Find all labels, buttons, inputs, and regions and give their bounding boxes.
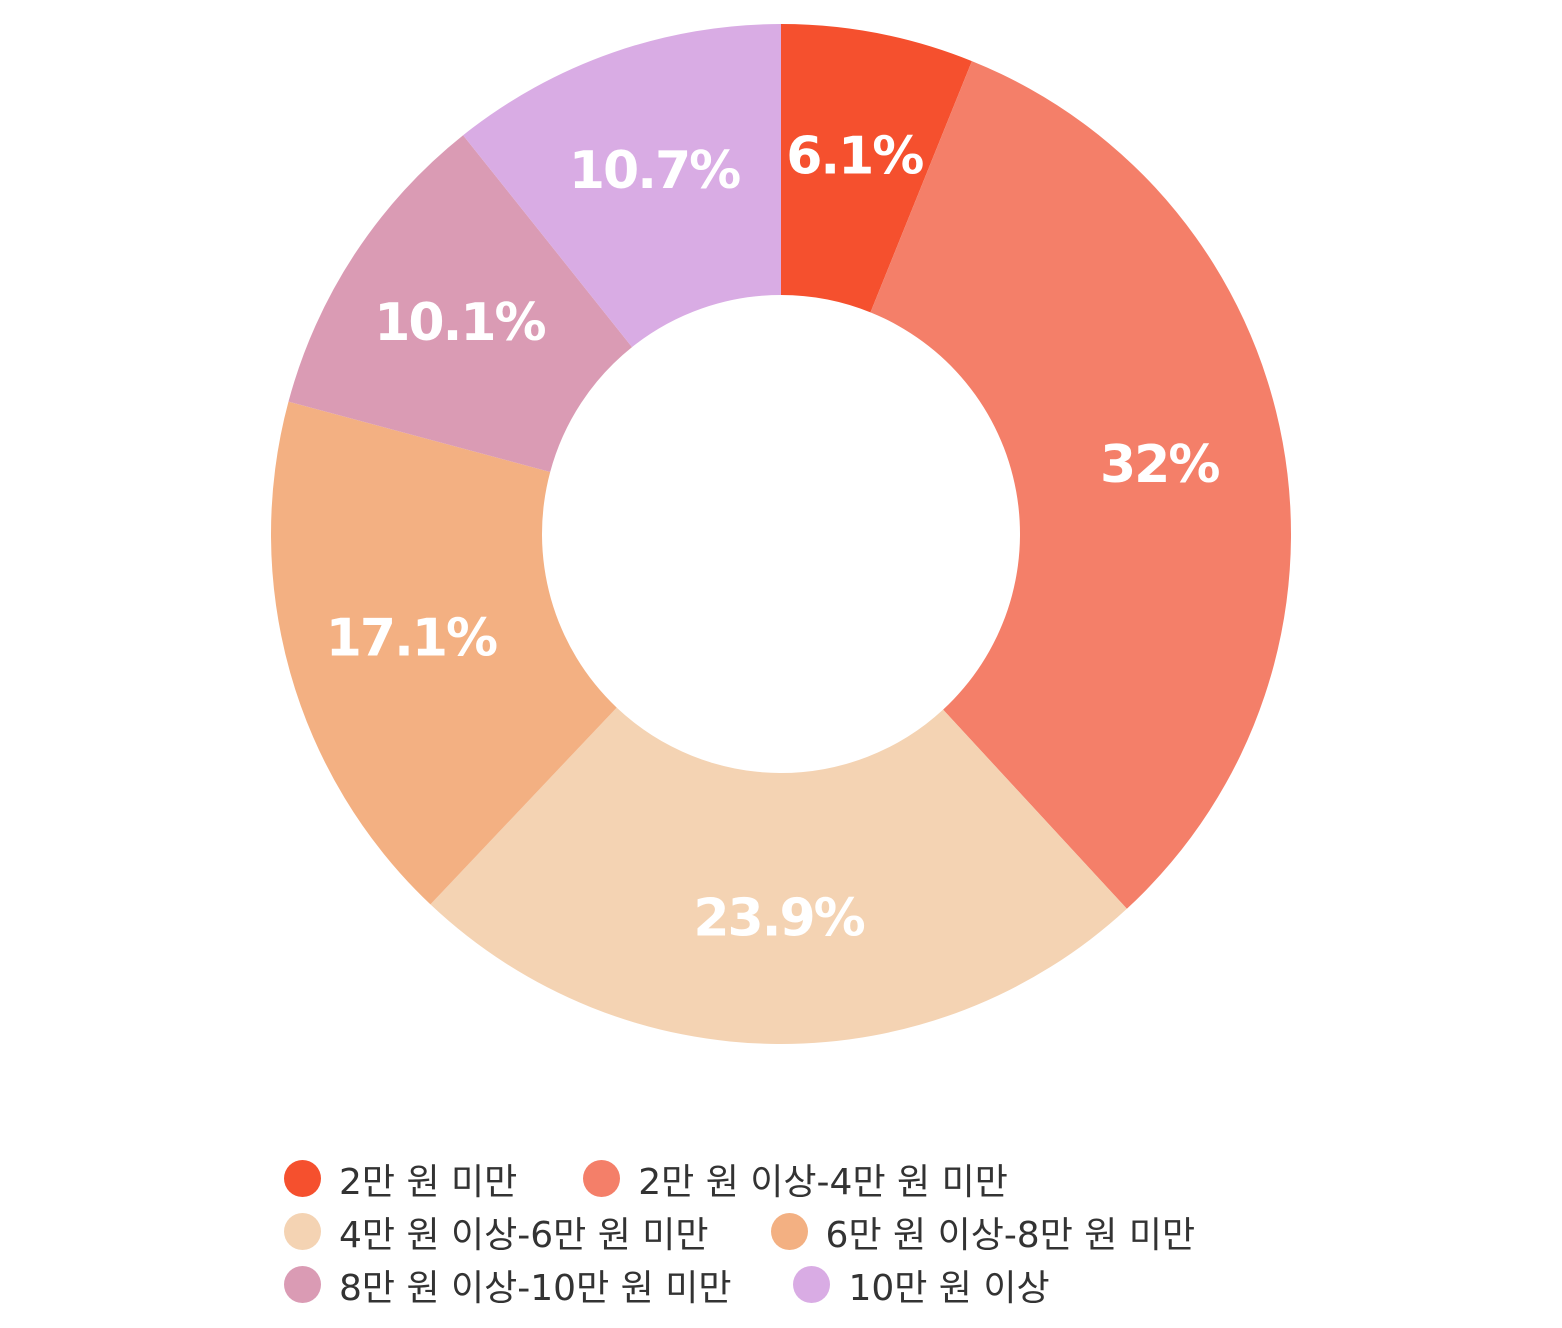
legend-swatch <box>284 1160 321 1197</box>
legend-label: 10만 원 이상 <box>848 1267 1050 1309</box>
legend-row: 4만 원 이상-6만 원 미만 6만 원 이상-8만 원 미만 <box>284 1205 1334 1258</box>
legend-label: 2만 원 미만 <box>339 1161 518 1203</box>
legend-row: 8만 원 이상-10만 원 미만 10만 원 이상 <box>284 1258 1334 1311</box>
slice-value-label: 10.1% <box>374 293 545 353</box>
legend-label: 2만 원 이상-4만 원 미만 <box>638 1161 1008 1203</box>
legend-label: 6만 원 이상-8만 원 미만 <box>825 1214 1196 1256</box>
legend-swatch <box>284 1213 321 1250</box>
legend-item: 2만 원 이상-4만 원 미만 <box>583 1153 1008 1205</box>
slice-value-label: 23.9% <box>693 888 864 948</box>
donut-chart: 6.1% 32% 23.9% 17.1% 10.1% 10.7% <box>271 24 1292 1044</box>
legend-item: 8만 원 이상-10만 원 미만 <box>284 1259 731 1311</box>
legend-swatch <box>583 1160 621 1197</box>
legend-item: 4만 원 이상-6만 원 미만 <box>284 1206 709 1258</box>
donut-slice <box>430 707 1127 1044</box>
donut-slice <box>463 24 781 348</box>
donut-labels: 6.1% 32% 23.9% 17.1% 10.1% 10.7% <box>326 127 1222 949</box>
donut-slice <box>781 24 972 313</box>
legend-item: 6만 원 이상-8만 원 미만 <box>770 1206 1196 1258</box>
slice-value-label: 32% <box>1100 435 1219 495</box>
donut-slice <box>271 401 617 905</box>
legend: 2만 원 미만 2만 원 이상-4만 원 미만 4만 원 이상-6만 원 미만 … <box>284 1152 1334 1311</box>
donut-slice <box>870 61 1292 909</box>
slice-value-label: 17.1% <box>326 608 497 668</box>
legend-swatch <box>284 1266 321 1303</box>
donut-slice <box>288 135 633 472</box>
legend-label: 4만 원 이상-6만 원 미만 <box>339 1214 709 1256</box>
donut-slices <box>271 24 1292 1044</box>
legend-swatch <box>770 1213 808 1250</box>
slice-value-label: 10.7% <box>569 141 740 201</box>
slice-value-label: 6.1% <box>786 127 923 187</box>
legend-row: 2만 원 미만 2만 원 이상-4만 원 미만 <box>284 1152 1334 1205</box>
legend-swatch <box>793 1266 831 1303</box>
legend-item: 2만 원 미만 <box>284 1153 517 1205</box>
legend-item: 10만 원 이상 <box>793 1259 1050 1311</box>
legend-label: 8만 원 이상-10만 원 미만 <box>339 1267 732 1309</box>
